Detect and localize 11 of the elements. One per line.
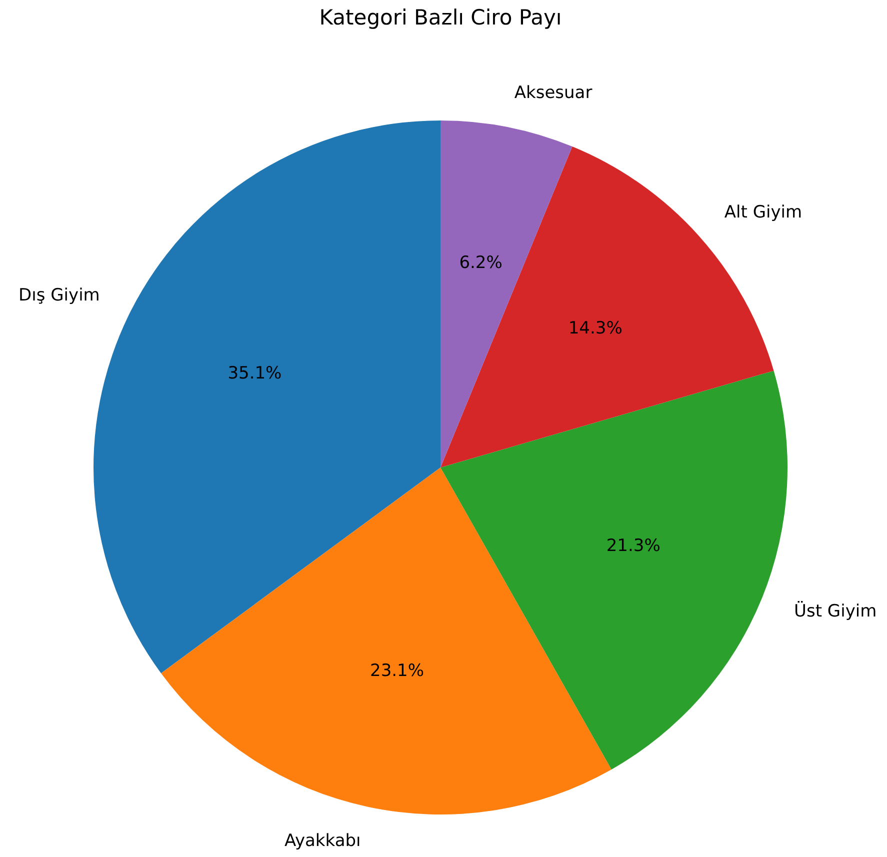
- chart-title: Kategori Bazlı Ciro Payı: [319, 6, 562, 30]
- data-label: 14.3%: [568, 318, 622, 338]
- data-label: 21.3%: [606, 536, 660, 556]
- slice-label: Ayakkabı: [284, 830, 361, 851]
- slice-label: Dış Giyim: [18, 285, 100, 306]
- slice-label: Üst Giyim: [794, 600, 877, 622]
- data-label: 35.1%: [228, 364, 282, 384]
- slice-label: Alt Giyim: [724, 202, 802, 222]
- data-label: 6.2%: [459, 253, 502, 274]
- data-label: 23.1%: [370, 661, 424, 682]
- slice-label: Aksesuar: [514, 83, 592, 104]
